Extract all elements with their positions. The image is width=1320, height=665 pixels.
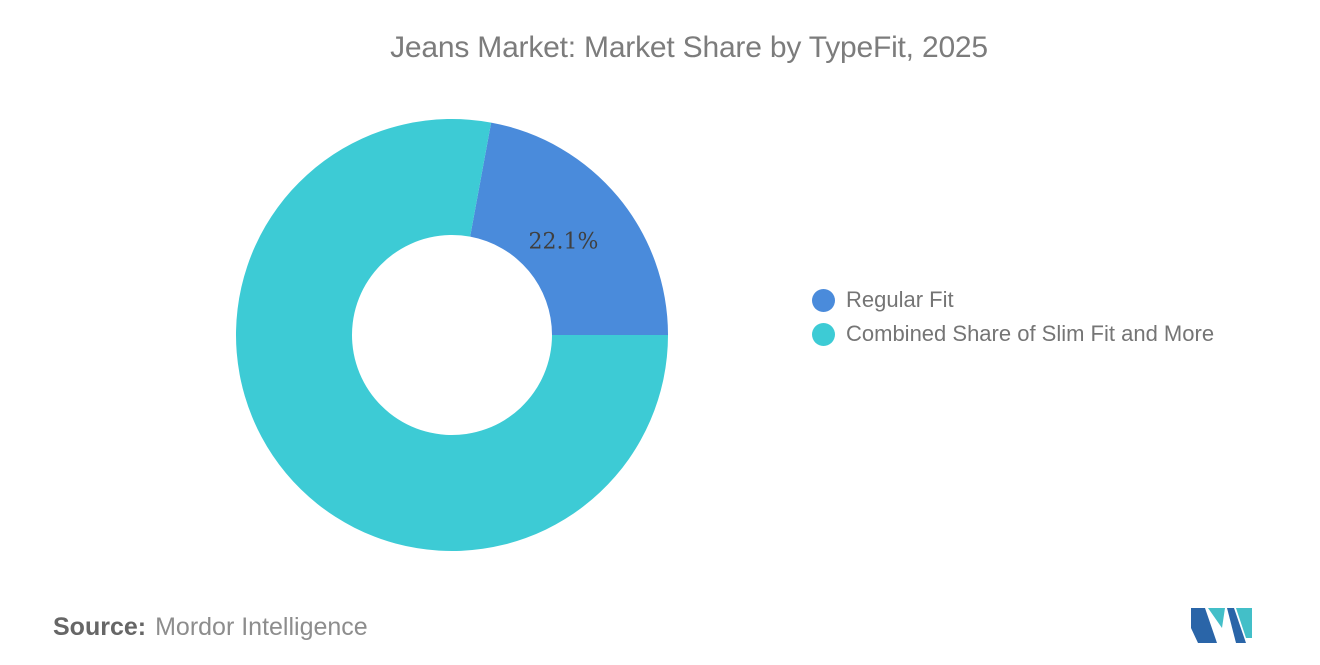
mordor-intelligence-logo — [1191, 608, 1252, 643]
logo-left-stroke — [1191, 608, 1217, 643]
legend-swatch-combined-share — [812, 322, 835, 346]
logo-middle-triangle — [1208, 608, 1225, 628]
legend-item-regular-fit[interactable]: Regular Fit — [812, 286, 1214, 314]
legend-swatch-regular-fit — [812, 288, 835, 312]
source-value: Mordor Intelligence — [155, 613, 368, 641]
logo-right-stroke — [1227, 608, 1246, 643]
slice-data-label: 22.1% — [528, 230, 598, 255]
legend-label-combined-share: Combined Share of Slim Fit and More — [846, 321, 1215, 346]
chart-title: Jeans Market: Market Share by TypeFit, 2… — [390, 31, 988, 64]
chart-legend: Regular Fit Combined Share of Slim Fit a… — [812, 286, 1214, 348]
source-label: Source: — [53, 613, 147, 641]
donut-slice-0[interactable] — [470, 122, 668, 335]
logo-right-column — [1236, 608, 1252, 638]
donut-slice-1[interactable] — [235, 119, 668, 552]
source-line: Source: Mordor Intelligence — [53, 613, 368, 642]
legend-label-regular-fit: Regular Fit — [846, 287, 954, 312]
legend-item-combined-share[interactable]: Combined Share of Slim Fit and More — [812, 320, 1214, 348]
